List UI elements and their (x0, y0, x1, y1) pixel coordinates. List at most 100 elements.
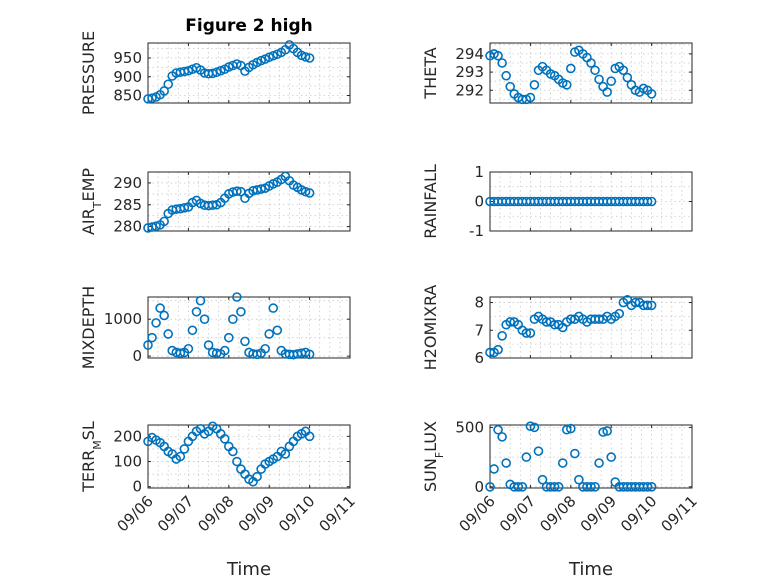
data-point (147, 332, 157, 343)
x-tick-label: 09/11 (658, 492, 701, 535)
y-tick-label: 8 (474, 294, 484, 312)
data-point (493, 424, 503, 435)
data-point (179, 444, 190, 454)
data-point (159, 86, 169, 96)
x-axis-label-right: Time (568, 559, 613, 580)
x-tick-label: 09/11 (316, 492, 359, 535)
plot-frame (147, 171, 351, 232)
y-tick-label: 6 (474, 349, 484, 367)
data-point (521, 328, 532, 338)
data-point (594, 74, 604, 85)
data-point (252, 471, 262, 482)
data-point (630, 297, 641, 308)
data-point (219, 434, 230, 444)
data-point (219, 345, 230, 356)
data-point (151, 221, 161, 231)
y-tick-label: 292 (455, 81, 484, 99)
subplot-7: 0 100 200 TERRMSL 09/0609/0709/0809/0909/100… (79, 421, 359, 535)
data-point (493, 344, 503, 355)
data-point (646, 196, 657, 207)
data-point (232, 186, 242, 197)
data-point (565, 63, 576, 74)
data-point (497, 58, 507, 68)
data-point (211, 348, 222, 358)
y-tick-label: 294 (455, 45, 484, 63)
data-point (614, 308, 625, 319)
y-tick-label: 900 (113, 68, 142, 86)
x-tick-label: 09/07 (154, 492, 197, 535)
data-point (304, 349, 315, 360)
x-tick-label: 09/09 (577, 492, 620, 535)
data-point (602, 87, 612, 97)
y-axis-label: PRESSURE (79, 31, 98, 115)
data-point (561, 80, 572, 90)
x-tick-label: 09/08 (194, 492, 237, 535)
y-tick-label: 0 (474, 478, 484, 496)
x-tick-label: 09/09 (235, 492, 278, 535)
data-point (574, 474, 584, 485)
x-tick-label: 09/06 (456, 492, 499, 535)
data-point (485, 347, 495, 358)
y-tick-label: 7 (474, 321, 484, 339)
data-point (646, 300, 657, 311)
data-point (264, 329, 275, 339)
data-point (529, 422, 540, 433)
data-point (622, 72, 633, 83)
data-point (618, 65, 629, 76)
y-tick-label: 285 (113, 196, 142, 214)
data-point (497, 432, 507, 442)
data-point (501, 458, 511, 468)
data-point (565, 314, 576, 324)
data-point (646, 89, 657, 99)
data-point (501, 70, 511, 81)
subplot-8: 0 500 SUNFLUX 09/0609/0709/0809/0909/1009/1… (421, 418, 701, 535)
y-tick-label: 850 (113, 87, 142, 105)
data-point (493, 50, 503, 61)
y-axis-label: SUNFLUX (421, 421, 446, 492)
plot-frame (489, 296, 693, 359)
subplot-6: 6 7 8 H2OMIXRA (421, 285, 693, 371)
x-axis-label-left: Time (226, 559, 271, 580)
y-tick-label: 293 (455, 63, 484, 81)
y-axis-label: RAINFALL (421, 164, 440, 239)
data-point (533, 446, 544, 456)
data-point (505, 317, 516, 327)
plot-frame (147, 424, 351, 489)
data-point (606, 452, 617, 462)
data-point (642, 196, 653, 207)
y-axis-label: H2OMIXRA (421, 285, 440, 371)
data-point (175, 451, 186, 462)
data-point (489, 464, 499, 474)
data-point (187, 325, 198, 336)
plot-frame (489, 42, 693, 104)
y-tick-label: 0 (132, 347, 142, 365)
data-point (646, 482, 657, 492)
figure-title: Figure 2 high (185, 16, 313, 36)
data-point (561, 424, 572, 435)
data-point (203, 340, 214, 350)
data-point (207, 68, 218, 79)
data-point (594, 458, 604, 468)
data-point (521, 452, 532, 462)
subplot-3: 280 285 290 AIRTEMP (79, 168, 351, 236)
data-point (272, 325, 283, 336)
x-tick-label: 09/06 (114, 492, 157, 535)
data-point (195, 295, 206, 306)
data-point (304, 188, 315, 198)
x-tick-label: 09/10 (275, 492, 318, 535)
data-point (143, 340, 153, 350)
data-point (525, 421, 536, 431)
data-point (155, 303, 165, 313)
data-point (606, 76, 617, 86)
y-axis-label: AIRTEMP (79, 168, 104, 235)
data-point (304, 431, 315, 442)
data-point (224, 332, 234, 343)
y-axis-label: MIXDEPTH (79, 286, 98, 369)
data-point (232, 456, 242, 467)
data-point (485, 482, 495, 492)
data-point (590, 482, 600, 492)
subplot-4: -1 0 1 RAINFALL (421, 163, 693, 240)
data-point (147, 93, 157, 103)
